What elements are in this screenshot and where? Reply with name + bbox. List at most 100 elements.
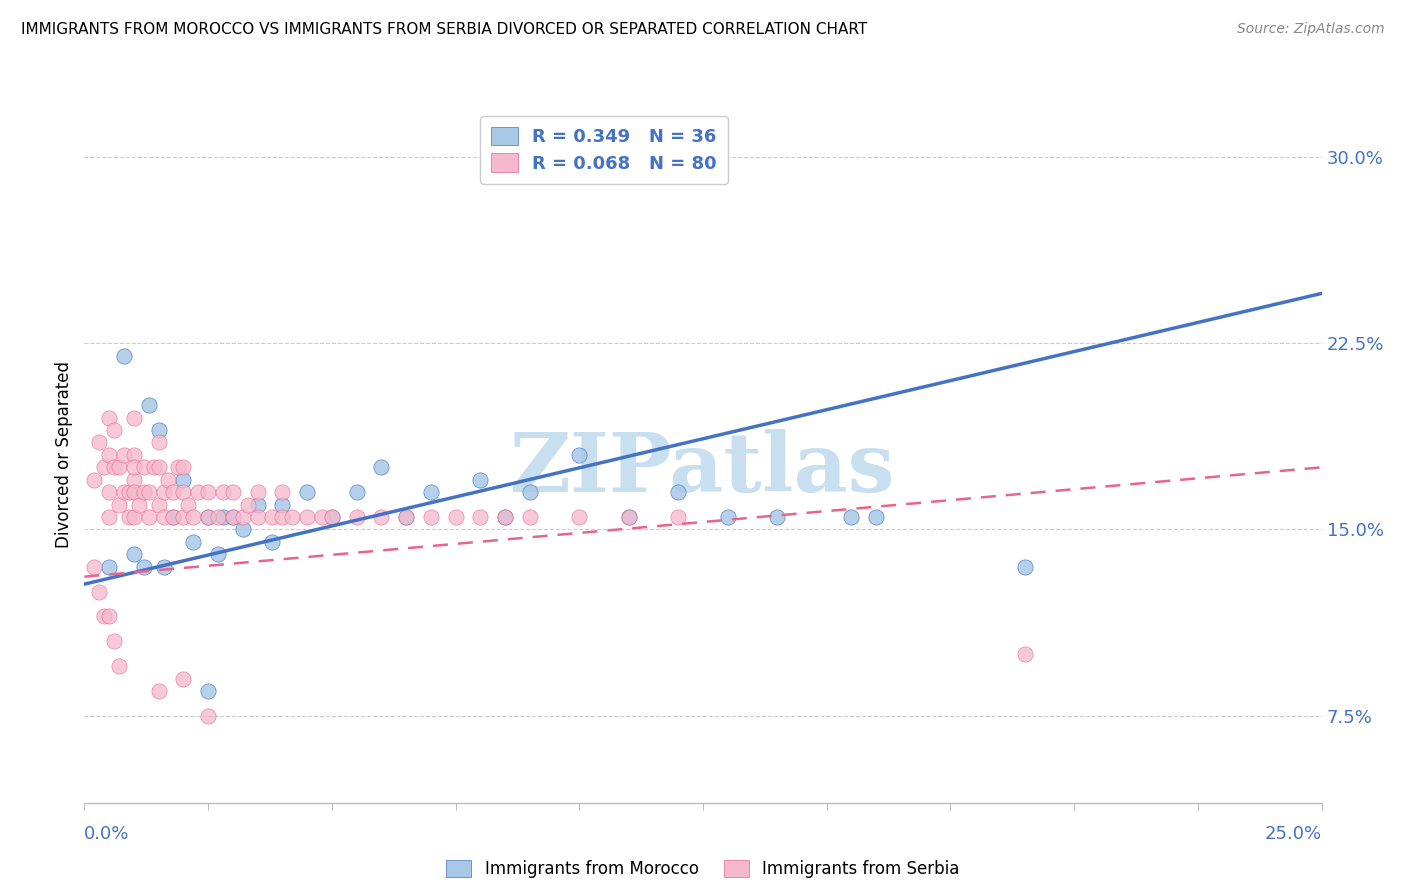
Point [162,510,184,524]
Point [93,609,115,624]
Point [419,485,441,500]
Point [370,510,392,524]
Point [89,435,111,450]
Point [181,510,204,524]
Point [89,584,111,599]
Point [172,460,194,475]
Point [172,485,194,500]
Point [207,547,229,561]
Point [122,448,145,462]
Point [617,510,640,524]
Point [395,510,418,524]
Point [346,510,368,524]
Point [246,498,269,512]
Point [122,485,145,500]
Point [262,510,284,524]
Point [148,460,170,475]
Point [108,460,131,475]
Text: 0.0%: 0.0% [84,825,129,843]
Point [112,485,135,500]
Point [98,609,121,624]
Point [419,510,441,524]
Point [83,473,105,487]
Point [98,510,121,524]
Point [841,510,863,524]
Point [207,510,229,524]
Point [122,547,145,561]
Point [148,423,170,437]
Point [108,498,131,512]
Point [568,448,591,462]
Point [187,485,209,500]
Point [519,510,541,524]
Point [138,398,160,412]
Point [152,559,174,574]
Point [122,460,145,475]
Point [470,510,492,524]
Point [346,485,368,500]
Point [519,485,541,500]
Point [103,423,125,437]
Point [172,473,194,487]
Point [222,510,245,524]
Point [122,473,145,487]
Point [197,708,219,723]
Point [370,460,392,475]
Point [568,510,591,524]
Text: IMMIGRANTS FROM MOROCCO VS IMMIGRANTS FROM SERBIA DIVORCED OR SEPARATED CORRELAT: IMMIGRANTS FROM MOROCCO VS IMMIGRANTS FR… [21,22,868,37]
Point [108,659,131,673]
Point [271,498,294,512]
Point [494,510,516,524]
Point [321,510,343,524]
Point [98,485,121,500]
Point [197,684,219,698]
Point [98,410,121,425]
Point [617,510,640,524]
Point [132,559,155,574]
Point [494,510,516,524]
Point [148,435,170,450]
Point [281,510,304,524]
Point [128,498,150,512]
Point [83,559,105,574]
Point [148,498,170,512]
Point [470,473,492,487]
Point [162,485,184,500]
Point [311,510,333,524]
Point [112,349,135,363]
Point [118,510,141,524]
Point [271,510,294,524]
Y-axis label: Divorced or Separated: Divorced or Separated [55,361,73,549]
Point [167,460,190,475]
Point [246,485,269,500]
Point [865,510,887,524]
Point [172,510,194,524]
Text: ZIPatlas: ZIPatlas [510,429,896,508]
Point [138,510,160,524]
Point [766,510,789,524]
Point [138,485,160,500]
Point [132,485,155,500]
Point [212,485,235,500]
Legend: Immigrants from Morocco, Immigrants from Serbia: Immigrants from Morocco, Immigrants from… [440,854,966,885]
Point [197,485,219,500]
Point [177,498,200,512]
Point [717,510,740,524]
Point [222,485,245,500]
Point [232,523,254,537]
Point [118,485,141,500]
Point [142,460,165,475]
Point [321,510,343,524]
Point [212,510,235,524]
Point [162,510,184,524]
Point [197,510,219,524]
Text: Source: ZipAtlas.com: Source: ZipAtlas.com [1237,22,1385,37]
Text: 25.0%: 25.0% [1264,825,1322,843]
Point [172,672,194,686]
Point [181,535,204,549]
Point [236,498,259,512]
Point [232,510,254,524]
Point [1014,559,1036,574]
Point [1014,647,1036,661]
Point [246,510,269,524]
